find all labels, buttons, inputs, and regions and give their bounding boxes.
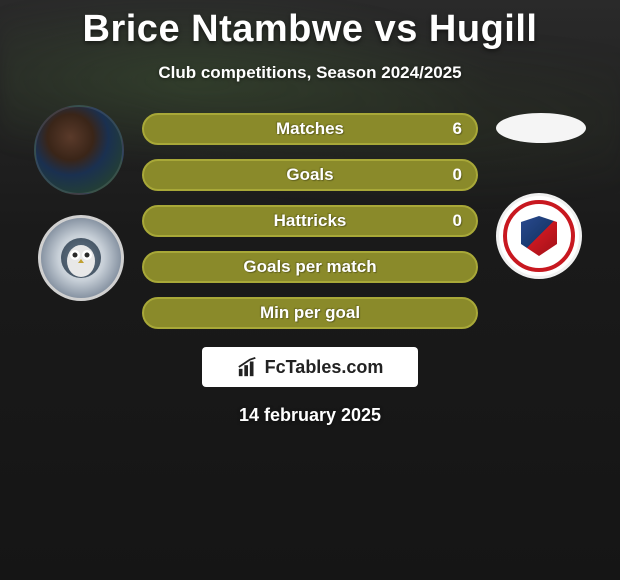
stat-label: Min per goal — [260, 303, 360, 323]
player-2-club-crest — [496, 193, 582, 279]
page-title: Brice Ntambwe vs Hugill — [0, 0, 620, 51]
stat-bars: Matches 6 Goals 0 Hattricks 0 Goals per … — [142, 113, 478, 329]
bar-chart-icon — [237, 356, 259, 378]
stat-bar-goals-per-match: Goals per match — [142, 251, 478, 283]
stat-bar-hattricks: Hattricks 0 — [142, 205, 478, 237]
right-player-column — [496, 113, 606, 279]
left-player-column — [14, 113, 124, 301]
stat-label: Goals per match — [243, 257, 376, 277]
brand-text: FcTables.com — [265, 357, 384, 378]
player-1-avatar — [34, 105, 124, 195]
stat-right-value: 6 — [453, 119, 462, 139]
owl-icon — [56, 233, 106, 283]
player-1-club-crest — [38, 215, 124, 301]
player-2-avatar — [496, 113, 586, 143]
brand-badge-row: FcTables.com — [0, 347, 620, 387]
stat-label: Goals — [286, 165, 333, 185]
comparison-content: Matches 6 Goals 0 Hattricks 0 Goals per … — [0, 113, 620, 329]
stat-bar-min-per-goal: Min per goal — [142, 297, 478, 329]
stat-bar-goals: Goals 0 — [142, 159, 478, 191]
footer-date: 14 february 2025 — [0, 405, 620, 426]
stat-bar-matches: Matches 6 — [142, 113, 478, 145]
stat-right-value: 0 — [453, 165, 462, 185]
brand-badge: FcTables.com — [202, 347, 418, 387]
shield-icon — [521, 216, 557, 256]
stat-label: Matches — [276, 119, 344, 139]
crest-ring — [503, 200, 575, 272]
page-subtitle: Club competitions, Season 2024/2025 — [0, 63, 620, 83]
stat-label: Hattricks — [274, 211, 347, 231]
stat-right-value: 0 — [453, 211, 462, 231]
